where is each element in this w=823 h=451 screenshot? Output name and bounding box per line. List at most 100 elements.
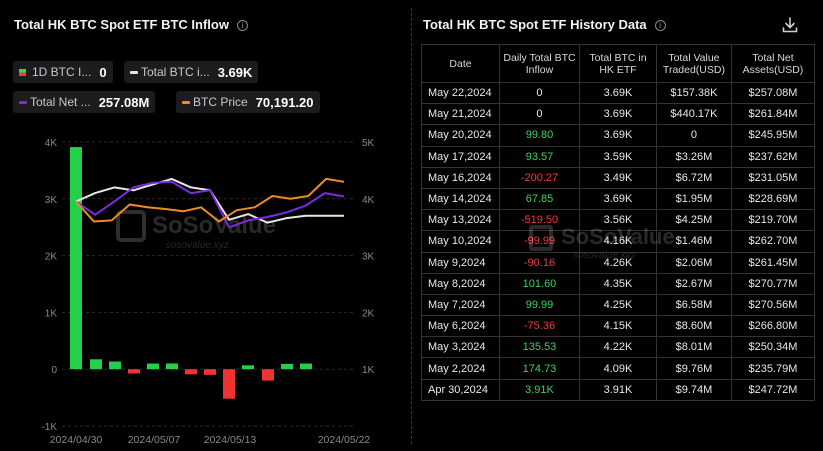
cell-value-traded: $6.72M xyxy=(655,166,732,189)
cell-net-assets: $235.79M xyxy=(730,357,816,380)
legend-value: 70,191.20 xyxy=(255,94,314,110)
legend-daily-inflow[interactable]: 1D BTC I... 0 xyxy=(13,61,113,83)
right-axis-tick: 3K xyxy=(362,252,375,263)
table-row[interactable]: May 6,2024 -75.36 4.15K $8.60M $266.80M xyxy=(421,315,816,338)
cell-date: May 8,2024 xyxy=(421,272,500,295)
cell-total-btc: 4.15K xyxy=(579,315,657,338)
table-row[interactable]: May 7,2024 99.99 4.25K $6.58M $270.56M xyxy=(421,293,816,317)
table-row[interactable]: May 20,2024 99.80 3.69K 0 $245.95M xyxy=(421,124,816,147)
download-icon[interactable] xyxy=(781,16,799,34)
cell-total-btc: 3.91K xyxy=(579,378,657,401)
legend-value: 3.69K xyxy=(217,64,253,80)
column-header[interactable]: Total Value Traded(USD) xyxy=(655,44,732,83)
column-header[interactable]: Daily Total BTC Inflow xyxy=(498,44,581,83)
right-axis-tick: 2K xyxy=(362,308,375,319)
table-row[interactable]: May 17,2024 93.57 3.59K $3.26M $237.62M xyxy=(421,145,816,168)
cell-value-traded: $4.25M xyxy=(655,209,732,232)
cell-value-traded: $8.01M xyxy=(655,336,732,359)
cell-date: May 20,2024 xyxy=(421,124,500,147)
table-row[interactable]: May 21,2024 0 3.69K $440.17K $261.84M xyxy=(421,103,816,126)
inflow-bar xyxy=(300,363,312,370)
cell-date: May 7,2024 xyxy=(421,293,500,317)
cell-date: May 17,2024 xyxy=(421,145,500,168)
table-row[interactable]: May 14,2024 67.85 3.69K $1.95M $228.69M xyxy=(421,187,816,211)
x-axis-ticks: 2024/04/30 2024/05/07 2024/05/13 2024/05/22 xyxy=(50,434,371,446)
inflow-bar xyxy=(70,147,82,370)
legend-label: Total BTC i... xyxy=(141,65,210,79)
watermark-logo-icon xyxy=(116,210,146,242)
watermark: SoSoValue sosovalue.xyz xyxy=(116,210,276,251)
cell-net-assets: $245.95M xyxy=(730,124,816,147)
cell-value-traded: $8.60M xyxy=(655,315,732,338)
legend-btc-price[interactable]: BTC Price 70,191.20 xyxy=(176,91,320,113)
watermark-logo-icon xyxy=(529,225,553,251)
legend-total-net-assets[interactable]: Total Net ... 257.08M xyxy=(13,91,156,113)
table-header-row: Date Daily Total BTC Inflow Total BTC in… xyxy=(421,44,816,83)
cell-daily-inflow: 99.99 xyxy=(498,293,581,317)
cell-value-traded: $1.46M xyxy=(655,230,732,253)
cell-daily-inflow: 0 xyxy=(498,81,581,105)
cell-daily-inflow: 135.53 xyxy=(498,336,581,359)
cell-total-btc: 3.49K xyxy=(579,166,657,189)
table-row[interactable]: May 9,2024 -90.16 4.26K $2.06M $261.45M xyxy=(421,251,816,274)
left-axis-tick: -1K xyxy=(41,422,57,433)
cell-net-assets: $270.56M xyxy=(730,293,816,317)
cell-value-traded: $3.26M xyxy=(655,145,732,168)
inflow-chart[interactable]: SoSoValue sosovalue.xyz 4K 3K 2K 1K 0 -1K 5K 4… xyxy=(0,130,405,451)
cell-value-traded: $9.76M xyxy=(655,357,732,380)
cell-total-btc: 3.59K xyxy=(579,145,657,168)
cell-net-assets: $231.05M xyxy=(730,166,816,189)
watermark-url: sosovalue.xyz xyxy=(166,240,229,251)
cell-date: May 10,2024 xyxy=(421,230,500,253)
history-table-container: Date Daily Total BTC Inflow Total BTC in… xyxy=(421,44,816,401)
x-axis-tick: 2024/05/22 xyxy=(318,434,371,446)
line-swatch-icon xyxy=(182,100,190,104)
table-row[interactable]: May 8,2024 101.60 4.35K $2.67M $270.77M xyxy=(421,272,816,295)
cell-date: May 9,2024 xyxy=(421,251,500,274)
cell-net-assets: $219.70M xyxy=(730,209,816,232)
right-panel-title: Total HK BTC Spot ETF History Data i xyxy=(423,17,666,32)
cell-value-traded: $440.17K xyxy=(655,103,732,126)
cell-daily-inflow: -200.27 xyxy=(498,166,581,189)
inflow-bar xyxy=(109,361,121,370)
x-axis-tick: 2024/04/30 xyxy=(50,434,103,446)
cell-value-traded: 0 xyxy=(655,124,732,147)
info-icon[interactable]: i xyxy=(236,20,248,31)
cell-daily-inflow: 174.73 xyxy=(498,357,581,380)
cell-net-assets: $228.69M xyxy=(730,187,816,211)
table-row[interactable]: May 16,2024 -200.27 3.49K $6.72M $231.05M xyxy=(421,166,816,189)
cell-daily-inflow: -99.99 xyxy=(498,230,581,253)
info-icon[interactable]: i xyxy=(654,20,666,31)
inflow-bar xyxy=(185,369,197,375)
table-row[interactable]: May 22,2024 0 3.69K $157.38K $257.08M xyxy=(421,81,816,105)
table-row[interactable]: May 2,2024 174.73 4.09K $9.76M $235.79M xyxy=(421,357,816,380)
cell-date: May 21,2024 xyxy=(421,103,500,126)
legend-total-btc[interactable]: Total BTC i... 3.69K xyxy=(124,61,259,83)
right-axis-ticks: 5K 4K 3K 2K 1K xyxy=(362,138,375,376)
history-table: Date Daily Total BTC Inflow Total BTC in… xyxy=(421,44,816,401)
left-axis-tick: 2K xyxy=(45,252,58,263)
left-axis-ticks: 4K 3K 2K 1K 0 -1K xyxy=(41,138,57,433)
cell-net-assets: $257.08M xyxy=(730,81,816,105)
cell-net-assets: $266.80M xyxy=(730,315,816,338)
left-axis-tick: 1K xyxy=(45,308,58,319)
cell-date: Apr 30,2024 xyxy=(421,378,500,401)
panel-divider xyxy=(411,8,412,444)
cell-total-btc: 4.26K xyxy=(579,251,657,274)
left-panel-title: Total HK BTC Spot ETF BTC Inflow i xyxy=(14,17,248,32)
column-header[interactable]: Date xyxy=(421,44,500,83)
left-axis-tick: 4K xyxy=(45,138,58,149)
cell-value-traded: $9.74M xyxy=(655,378,732,401)
cell-date: May 16,2024 xyxy=(421,166,500,189)
cell-net-assets: $247.72M xyxy=(730,378,816,401)
x-axis-tick: 2024/05/13 xyxy=(204,434,257,446)
table-row[interactable]: May 10,2024 -99.99 4.16K $1.46M $262.70M xyxy=(421,230,816,253)
cell-daily-inflow: 101.60 xyxy=(498,272,581,295)
right-axis-tick: 5K xyxy=(362,138,375,149)
column-header[interactable]: Total Net Assets(USD) xyxy=(730,44,816,83)
right-panel-title-text: Total HK BTC Spot ETF History Data xyxy=(423,17,647,32)
table-row[interactable]: May 3,2024 135.53 4.22K $8.01M $250.34M xyxy=(421,336,816,359)
legend-value: 0 xyxy=(99,64,107,80)
table-row[interactable]: Apr 30,2024 3.91K 3.91K $9.74M $247.72M xyxy=(421,378,816,401)
column-header[interactable]: Total BTC in HK ETF xyxy=(579,44,657,83)
